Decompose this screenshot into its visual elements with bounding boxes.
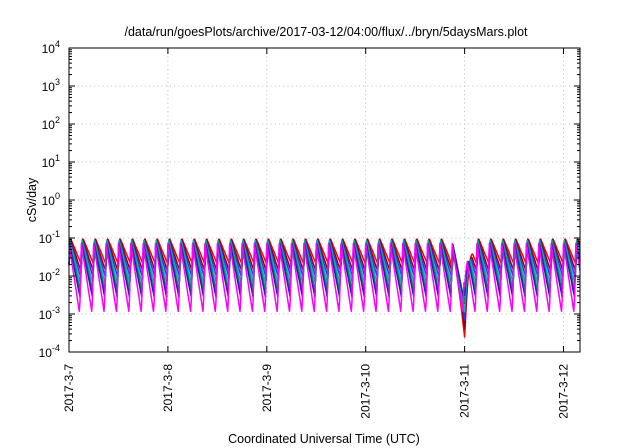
y-tick-label: 10-2 [39, 267, 60, 284]
y-tick-label: 103 [42, 77, 60, 94]
y-tick-label: 104 [42, 39, 60, 56]
y-tick-label: 10-3 [39, 305, 60, 322]
x-tick-label: 2017-3-7 [62, 364, 76, 412]
x-tick-label: 2017-3-11 [458, 364, 472, 418]
y-axis: 10-4 10-3 10-2 10-1 100 101 102 103 104 [39, 39, 580, 360]
y-axis-label: cSv/day [25, 177, 39, 222]
y-tick-label: 10-1 [39, 229, 60, 246]
y-tick-label: 10-4 [39, 343, 60, 360]
x-tick-label: 2017-3-10 [359, 364, 373, 419]
chart-title: /data/run/goesPlots/archive/2017-03-12/0… [124, 25, 528, 39]
x-tick-label: 2017-3-8 [161, 364, 175, 412]
series-lines [68, 238, 581, 338]
y-tick-label: 102 [42, 115, 60, 132]
series-line [68, 238, 581, 338]
grid-lines [69, 48, 580, 352]
x-axis: 2017-3-7 2017-3-8 2017-3-9 2017-3-10 2017-3-… [62, 48, 571, 419]
x-axis-label: Coordinated Universal Time (UTC) [228, 432, 420, 446]
x-tick-label: 2017-3-9 [260, 364, 274, 412]
x-tick-label: 2017-3-12 [557, 364, 571, 419]
y-tick-label: 100 [42, 191, 60, 208]
y-tick-label: 101 [42, 153, 60, 170]
series-line [68, 242, 581, 313]
